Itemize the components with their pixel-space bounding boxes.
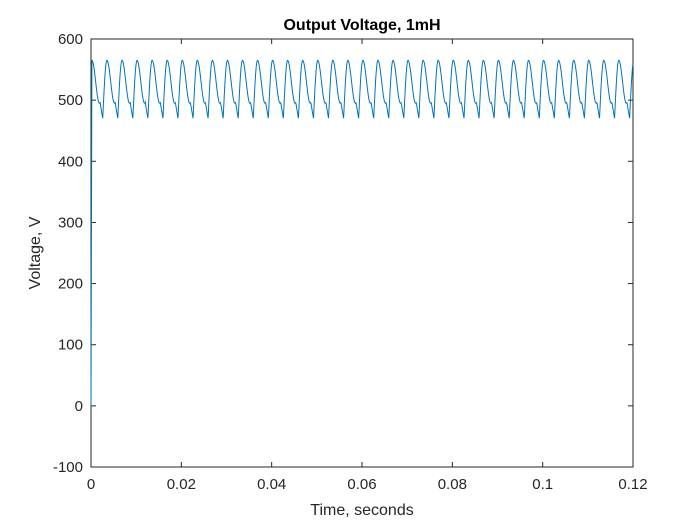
x-axis-ticks: 0 0.02 0.04 0.06 0.08 0.1 0.12 <box>87 39 648 493</box>
x-axis-label: Time, seconds <box>310 502 413 519</box>
y-tick-label: 100 <box>58 337 83 354</box>
y-tick-label: 300 <box>58 214 83 231</box>
series-group <box>90 59 634 406</box>
y-tick-label: 600 <box>58 31 83 48</box>
x-tick-label: 0.02 <box>167 476 196 493</box>
x-tick-label: 0.1 <box>532 476 553 493</box>
series-line <box>90 59 634 406</box>
x-tick-label: 0 <box>87 476 95 493</box>
y-axis-ticks: -100 0 100 200 300 400 500 600 <box>53 31 633 476</box>
x-tick-label: 0.08 <box>438 476 467 493</box>
chart-title: Output Voltage, 1mH <box>283 17 440 34</box>
plot-area <box>90 38 634 468</box>
y-axis-label: Voltage, V <box>27 216 44 289</box>
x-tick-label: 0.06 <box>347 476 376 493</box>
y-tick-label: 500 <box>58 92 83 109</box>
x-tick-label: 0.12 <box>618 476 647 493</box>
y-tick-label: 0 <box>75 398 83 415</box>
y-tick-label: 200 <box>58 276 83 293</box>
y-tick-label: 400 <box>58 153 83 170</box>
x-tick-label: 0.04 <box>257 476 286 493</box>
y-tick-label: -100 <box>53 459 83 476</box>
